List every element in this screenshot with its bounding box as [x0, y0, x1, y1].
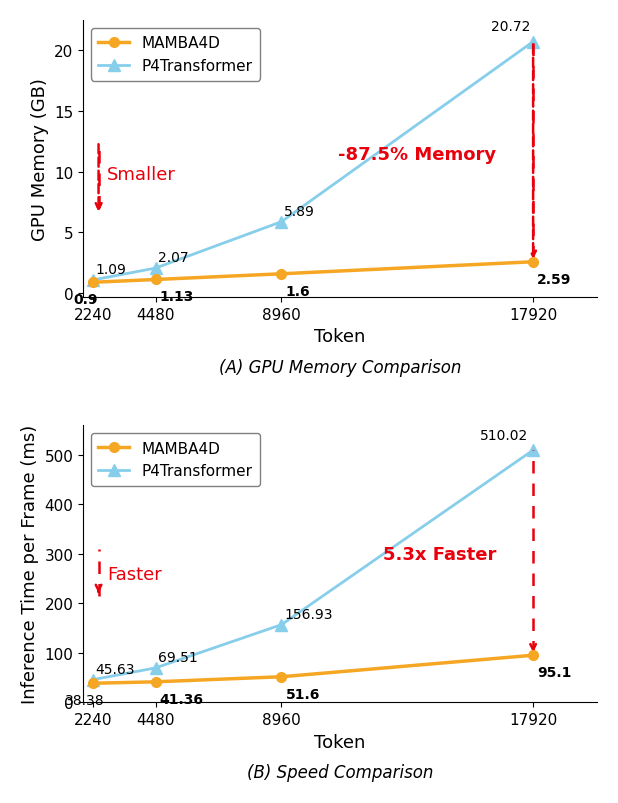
P4Transformer	[530, 38, 537, 47]
Legend: MAMBA4D, P4Transformer: MAMBA4D, P4Transformer	[91, 29, 260, 81]
X-axis label: Token: Token	[315, 732, 366, 751]
Text: 2.07: 2.07	[158, 251, 189, 265]
P4Transformer	[277, 620, 285, 630]
MAMBA4D	[530, 650, 537, 660]
MAMBA4D	[152, 677, 159, 687]
P4Transformer	[152, 264, 159, 274]
P4Transformer	[152, 663, 159, 673]
Text: 1.13: 1.13	[159, 290, 194, 304]
Text: 69.51: 69.51	[158, 650, 198, 664]
Line: P4Transformer: P4Transformer	[87, 445, 539, 686]
Text: 38.38: 38.38	[65, 693, 104, 707]
Text: 41.36: 41.36	[159, 691, 204, 706]
Line: MAMBA4D: MAMBA4D	[88, 650, 538, 688]
Y-axis label: Inference Time per Frame (ms): Inference Time per Frame (ms)	[21, 425, 39, 703]
X-axis label: Token: Token	[315, 328, 366, 346]
Text: 2.59: 2.59	[537, 272, 572, 286]
P4Transformer	[89, 675, 96, 685]
Line: MAMBA4D: MAMBA4D	[88, 258, 538, 287]
Text: 20.72: 20.72	[491, 20, 531, 35]
Text: Faster: Faster	[107, 565, 162, 583]
MAMBA4D	[152, 275, 159, 285]
Text: 5.89: 5.89	[284, 205, 315, 218]
MAMBA4D	[277, 270, 285, 279]
MAMBA4D	[277, 672, 285, 682]
MAMBA4D	[89, 679, 96, 688]
P4Transformer	[89, 275, 96, 285]
Text: 156.93: 156.93	[284, 607, 332, 621]
Text: 510.02: 510.02	[480, 429, 528, 442]
Text: (A) GPU Memory Comparison: (A) GPU Memory Comparison	[219, 358, 461, 377]
Text: (B) Speed Comparison: (B) Speed Comparison	[247, 763, 433, 781]
Text: 5.3x Faster: 5.3x Faster	[383, 545, 496, 563]
Text: 0.9: 0.9	[73, 293, 98, 307]
MAMBA4D	[530, 258, 537, 267]
Y-axis label: GPU Memory (GB): GPU Memory (GB)	[30, 78, 49, 241]
Text: 95.1: 95.1	[537, 665, 572, 679]
Text: -87.5% Memory: -87.5% Memory	[338, 145, 496, 163]
P4Transformer	[530, 446, 537, 455]
Text: 45.63: 45.63	[95, 662, 135, 676]
Text: 1.09: 1.09	[95, 263, 126, 277]
Text: Smaller: Smaller	[107, 166, 176, 184]
Text: 1.6: 1.6	[286, 284, 310, 298]
MAMBA4D	[89, 278, 96, 287]
Legend: MAMBA4D, P4Transformer: MAMBA4D, P4Transformer	[91, 434, 260, 487]
Line: P4Transformer: P4Transformer	[87, 37, 539, 286]
Text: 51.6: 51.6	[286, 687, 320, 701]
P4Transformer	[277, 218, 285, 227]
